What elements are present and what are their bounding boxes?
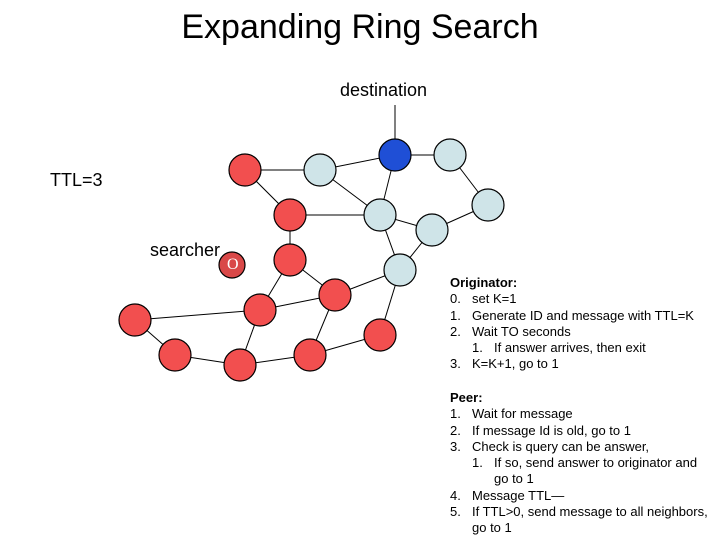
graph-node [319,279,351,311]
graph-node [364,319,396,351]
algo-heading: Peer: [450,390,715,406]
algo-item: 2.If message Id is old, go to 1 [450,423,715,439]
graph-node [304,154,336,186]
algo-subitem: 1.If so, send answer to originator and g… [450,455,715,488]
originator-algorithm: Originator:0.set K=11.Generate ID and me… [450,275,715,373]
graph-node [229,154,261,186]
graph-node [434,139,466,171]
graph-node [119,304,151,336]
algo-heading: Originator: [450,275,715,291]
algo-item: 5.If TTL>0, send message to all neighbor… [450,504,715,537]
graph-node [384,254,416,286]
peer-algorithm: Peer:1.Wait for message2.If message Id i… [450,390,715,536]
graph-node [159,339,191,371]
algo-item: 2.Wait TO seconds [450,324,715,340]
graph-node [416,214,448,246]
algo-item: 1.Generate ID and message with TTL=K [450,308,715,324]
algo-item: 3.Check is query can be answer, [450,439,715,455]
graph-node [294,339,326,371]
algo-item: 4.Message TTL— [450,488,715,504]
graph-node [472,189,504,221]
graph-node [379,139,411,171]
algo-subitem: 1.If answer arrives, then exit [450,340,715,356]
algo-item: 1.Wait for message [450,406,715,422]
graph-node [274,199,306,231]
algo-item: 0.set K=1 [450,291,715,307]
algo-item: 3.K=K+1, go to 1 [450,356,715,372]
graph-node [224,349,256,381]
searcher-o-label: O [227,256,239,274]
graph-node [274,244,306,276]
graph-node [244,294,276,326]
graph-node [364,199,396,231]
